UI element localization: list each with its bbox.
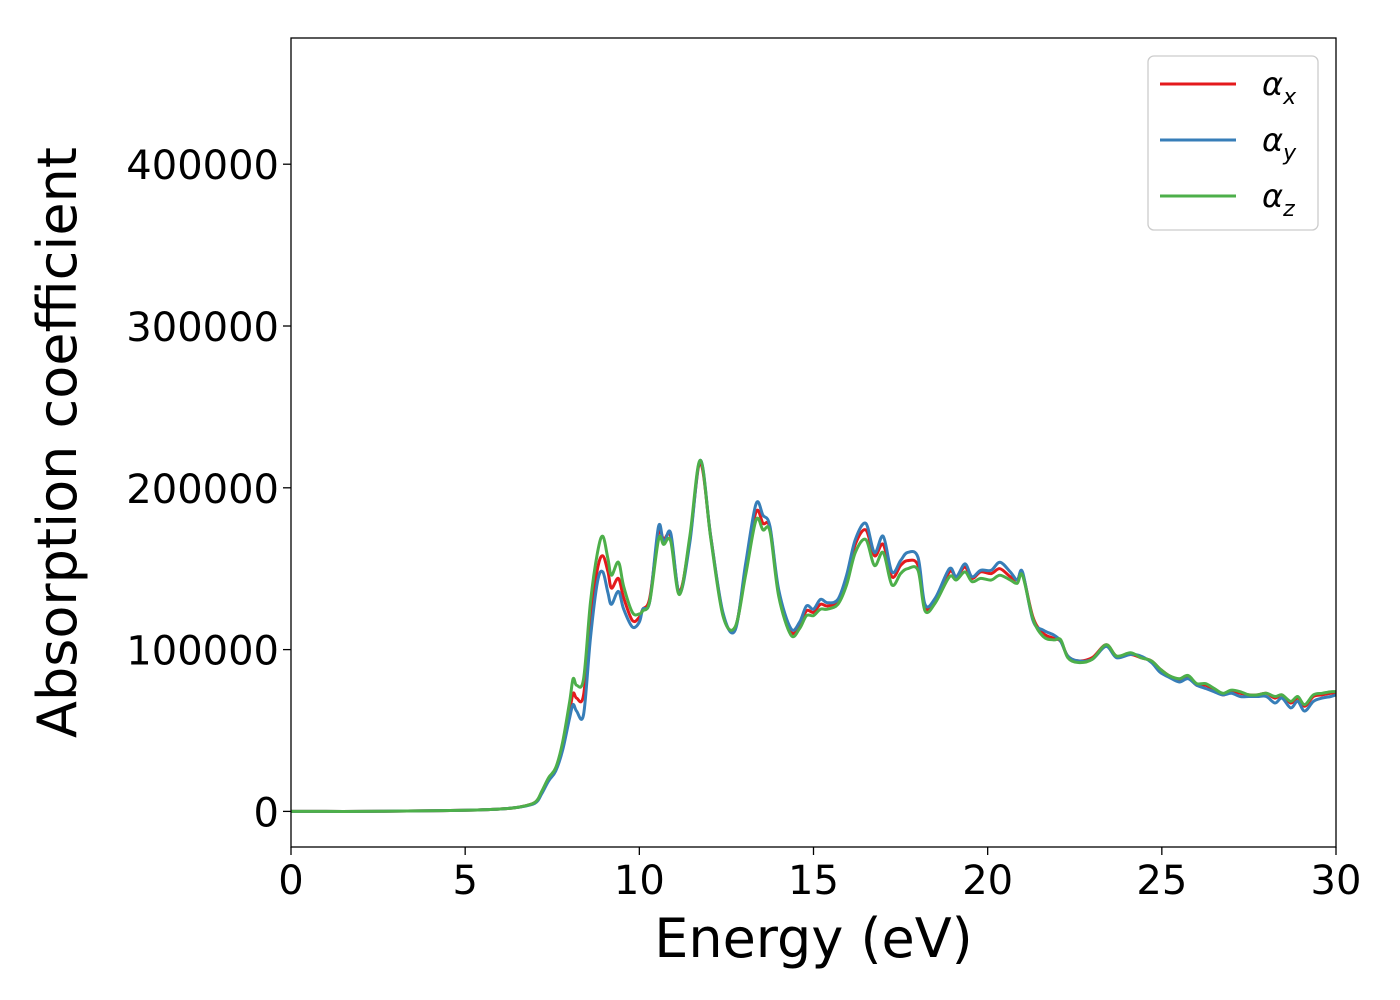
legend: αx αy αz xyxy=(1147,55,1319,231)
series-line-2 xyxy=(291,458,1336,813)
x-tick-label: 20 xyxy=(962,858,1013,904)
legend-label: αz xyxy=(1262,177,1295,222)
series-lines xyxy=(291,458,1336,813)
x-axis-title: Energy (eV) xyxy=(654,907,973,970)
x-tick-label: 10 xyxy=(614,858,665,904)
x-axis: 0 5 10 15 20 25 30 xyxy=(278,847,1361,904)
legend-label: αy xyxy=(1262,121,1297,166)
x-tick-label: 5 xyxy=(452,858,477,904)
y-tick-label: 300000 xyxy=(126,305,279,351)
y-axis-title: Absorption coefficient xyxy=(26,147,89,738)
legend-box xyxy=(1147,55,1319,231)
y-tick-label: 100000 xyxy=(126,629,279,675)
y-axis: 0 100000 200000 300000 400000 xyxy=(126,143,291,836)
y-tick-label: 200000 xyxy=(126,467,279,513)
x-tick-label: 25 xyxy=(1136,858,1187,904)
x-tick-label: 30 xyxy=(1311,858,1362,904)
legend-label: αx xyxy=(1262,65,1297,110)
x-tick-label: 0 xyxy=(278,858,303,904)
y-tick-label: 0 xyxy=(254,790,279,836)
y-tick-label: 400000 xyxy=(126,143,279,189)
x-tick-label: 15 xyxy=(788,858,839,904)
